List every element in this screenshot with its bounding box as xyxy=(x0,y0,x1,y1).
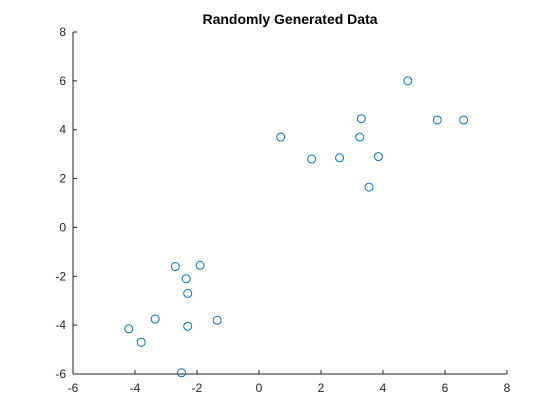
x-tick-label: -4 xyxy=(130,381,141,395)
y-ticks: -6 -4 -2 0 2 4 6 8 xyxy=(55,25,77,381)
data-point xyxy=(124,324,134,334)
y-tick-label: 0 xyxy=(59,220,66,234)
data-point xyxy=(373,152,383,162)
x-tick-label: 8 xyxy=(504,381,511,395)
data-point xyxy=(356,114,366,124)
data-point xyxy=(183,321,193,331)
chart-title: Randomly Generated Data xyxy=(202,11,377,27)
axes xyxy=(72,32,507,375)
y-tick-label: 6 xyxy=(59,74,66,88)
data-point xyxy=(212,315,222,325)
data-point xyxy=(195,260,205,270)
data-point xyxy=(181,274,191,284)
y-tick-label: -4 xyxy=(55,318,66,332)
x-tick-label: 2 xyxy=(318,381,325,395)
data-point xyxy=(136,337,146,347)
x-tick-label: 6 xyxy=(442,381,449,395)
data-point xyxy=(307,154,317,164)
data-points xyxy=(124,76,469,378)
x-tick-label: -2 xyxy=(192,381,203,395)
y-tick-label: 2 xyxy=(59,172,66,186)
data-point xyxy=(177,368,186,378)
data-point xyxy=(335,153,345,163)
x-ticks: -6 -4 -2 0 2 4 6 8 xyxy=(68,370,511,395)
x-tick-label: -6 xyxy=(68,381,79,395)
x-tick-label: 0 xyxy=(256,381,263,395)
y-tick-label: 8 xyxy=(59,25,66,39)
data-point xyxy=(150,314,160,324)
data-point xyxy=(276,132,286,142)
data-point xyxy=(403,76,413,86)
y-tick-label: -2 xyxy=(55,269,66,283)
data-point xyxy=(432,115,442,125)
data-point xyxy=(170,262,180,272)
data-point xyxy=(459,115,469,125)
data-point xyxy=(364,182,374,192)
y-tick-label: 4 xyxy=(59,123,66,137)
data-point xyxy=(183,288,193,298)
x-tick-label: 4 xyxy=(380,381,387,395)
data-point xyxy=(355,132,365,142)
y-tick-label: -6 xyxy=(55,367,66,381)
